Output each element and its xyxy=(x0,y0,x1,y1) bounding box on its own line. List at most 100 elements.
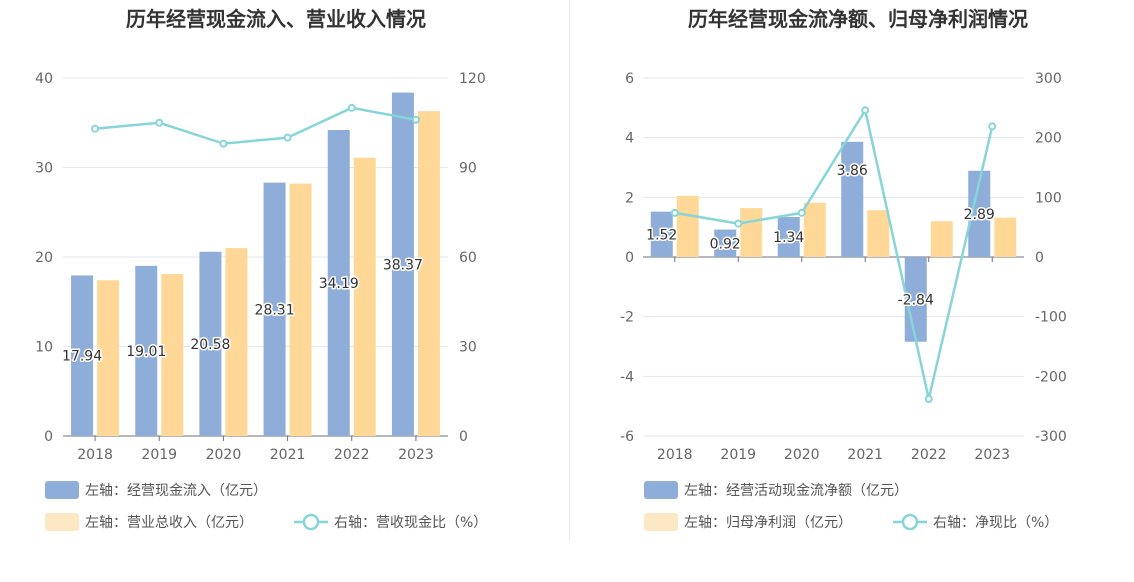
x-tick-label: 2020 xyxy=(784,447,820,463)
legend-secondary-bar-label: 左轴：营业总收入（亿元） xyxy=(85,515,253,531)
y-right-tick-label: 90 xyxy=(459,161,477,177)
line-point xyxy=(411,115,420,124)
y-right-tick-label: 120 xyxy=(459,71,486,87)
y-left-tick-label: -2 xyxy=(620,310,634,326)
bar-net-cash-flow xyxy=(968,170,991,257)
y-left-tick-label: -4 xyxy=(620,369,634,385)
bar-revenue xyxy=(289,183,312,436)
legend-line-label: 右轴：净现比（%） xyxy=(933,515,1058,531)
bar-cash-inflow xyxy=(135,265,158,436)
bar-net-profit xyxy=(994,217,1017,257)
chart-title: 历年经营现金流入、营业收入情况 xyxy=(126,7,426,31)
bar-revenue xyxy=(225,248,248,436)
y-right-tick-label: 60 xyxy=(459,250,477,266)
x-tick-label: 2022 xyxy=(911,447,947,463)
data-label: 19.01 xyxy=(126,344,166,360)
line-point xyxy=(91,124,100,133)
x-tick-label: 2023 xyxy=(974,447,1010,463)
bar-revenue xyxy=(417,111,440,437)
data-label: 2.89 xyxy=(964,207,995,223)
line-point xyxy=(219,139,228,148)
x-tick-label: 2020 xyxy=(206,447,242,463)
x-tick-label: 2021 xyxy=(270,447,306,463)
y-left-tick-label: 2 xyxy=(625,190,634,206)
legend-primary-bar-swatch xyxy=(644,481,678,499)
bar-cash-inflow xyxy=(327,129,350,436)
line-point xyxy=(988,122,997,131)
x-tick-label: 2023 xyxy=(398,447,434,463)
bar-net-profit xyxy=(803,202,826,257)
line-point xyxy=(861,106,870,115)
bar-cash-inflow xyxy=(199,251,222,436)
data-label: 20.58 xyxy=(190,337,230,353)
line-point xyxy=(155,118,164,127)
legend-secondary-bar-label: 左轴：归母净利润（亿元） xyxy=(684,514,852,531)
bar-net-profit xyxy=(930,221,953,257)
bar-revenue xyxy=(161,274,184,436)
legend: 左轴：经营现金流入（亿元） 左轴：营业总收入（亿元） 右轴：营收现金比（%） xyxy=(45,481,487,531)
x-tick-label: 2018 xyxy=(77,447,113,463)
chart-netcash-profit: 历年经营现金流净额、归母净利润情况 -6 -4 -2 0 2 4 6 -300 -200 -100 0… xyxy=(620,7,1067,531)
y-right-tick-label: 0 xyxy=(1035,250,1044,266)
y-right-tick-label: 30 xyxy=(459,340,477,356)
legend-secondary-bar-swatch xyxy=(644,513,678,531)
data-label: 1.52 xyxy=(646,227,677,243)
y-left-tick-label: -6 xyxy=(620,429,634,445)
y-left-tick-label: 0 xyxy=(44,429,53,445)
line-net-cash-ratio xyxy=(674,106,994,400)
bar-net-profit xyxy=(867,210,890,257)
data-label: -2.84 xyxy=(898,292,934,308)
bar-net-cash-flow xyxy=(841,141,864,257)
bar-net-profit xyxy=(740,208,763,257)
data-label: 3.86 xyxy=(837,163,868,179)
legend-secondary-bar-swatch xyxy=(45,513,79,531)
chart-cashflow-revenue: 历年经营现金流入、营业收入情况 0 10 20 30 40 0 30 60 90 120 2018 20… xyxy=(35,7,487,531)
y-left-tick-label: 0 xyxy=(625,250,634,266)
y-right-tick-label: 0 xyxy=(459,429,468,445)
y-right-tick-label: -100 xyxy=(1035,310,1067,326)
line-point xyxy=(670,208,679,217)
data-label: 0.92 xyxy=(710,236,741,252)
data-label: 34.19 xyxy=(319,276,359,292)
legend-line-marker xyxy=(302,513,320,531)
legend-primary-bar-label: 左轴：经营活动现金流净额（亿元） xyxy=(684,483,908,499)
x-tick-label: 2018 xyxy=(657,447,693,463)
x-tick-label: 2019 xyxy=(720,447,756,463)
legend-line-marker xyxy=(901,513,919,531)
legend-primary-bar-swatch xyxy=(45,481,79,499)
y-left-tick-label: 40 xyxy=(35,71,53,87)
y-right-tick-label: 200 xyxy=(1035,131,1062,147)
data-label: 1.34 xyxy=(773,230,804,246)
x-tick-label: 2021 xyxy=(847,447,883,463)
legend-line-label: 右轴：营收现金比（%） xyxy=(334,515,487,531)
y-left-tick-label: 10 xyxy=(35,340,53,356)
y-left-tick-label: 20 xyxy=(35,250,53,266)
y-right-tick-label: 100 xyxy=(1035,190,1062,206)
bar-net-cash-flow xyxy=(650,211,673,257)
bar-net-cash-flow xyxy=(714,229,737,257)
y-left-tick-label: 30 xyxy=(35,161,53,177)
bar-cash-inflow xyxy=(71,275,94,436)
x-tick-label: 2019 xyxy=(141,447,177,463)
data-label: 28.31 xyxy=(255,302,295,318)
y-left-tick-label: 6 xyxy=(625,71,634,87)
line-point xyxy=(347,103,356,112)
bar-cash-inflow xyxy=(263,182,286,436)
bar-revenue xyxy=(353,157,376,436)
bar-revenue xyxy=(97,280,120,436)
data-label: 38.37 xyxy=(383,257,423,273)
bar-net-cash-flow xyxy=(777,217,800,257)
y-right-tick-label: 300 xyxy=(1035,71,1062,87)
bar-net-profit xyxy=(676,195,699,257)
line-revenue-cash-ratio xyxy=(94,106,417,145)
data-label: 17.94 xyxy=(62,349,102,365)
line-point xyxy=(283,133,292,142)
bar-cash-inflow xyxy=(391,92,414,436)
legend-primary-bar-label: 左轴：经营现金流入（亿元） xyxy=(85,483,267,499)
chart-title: 历年经营现金流净额、归母净利润情况 xyxy=(688,7,1028,31)
line-point xyxy=(734,219,743,228)
legend: 左轴：经营活动现金流净额（亿元） 左轴：归母净利润（亿元） 右轴：净现比（%） xyxy=(644,481,1058,531)
x-tick-label: 2022 xyxy=(334,447,370,463)
